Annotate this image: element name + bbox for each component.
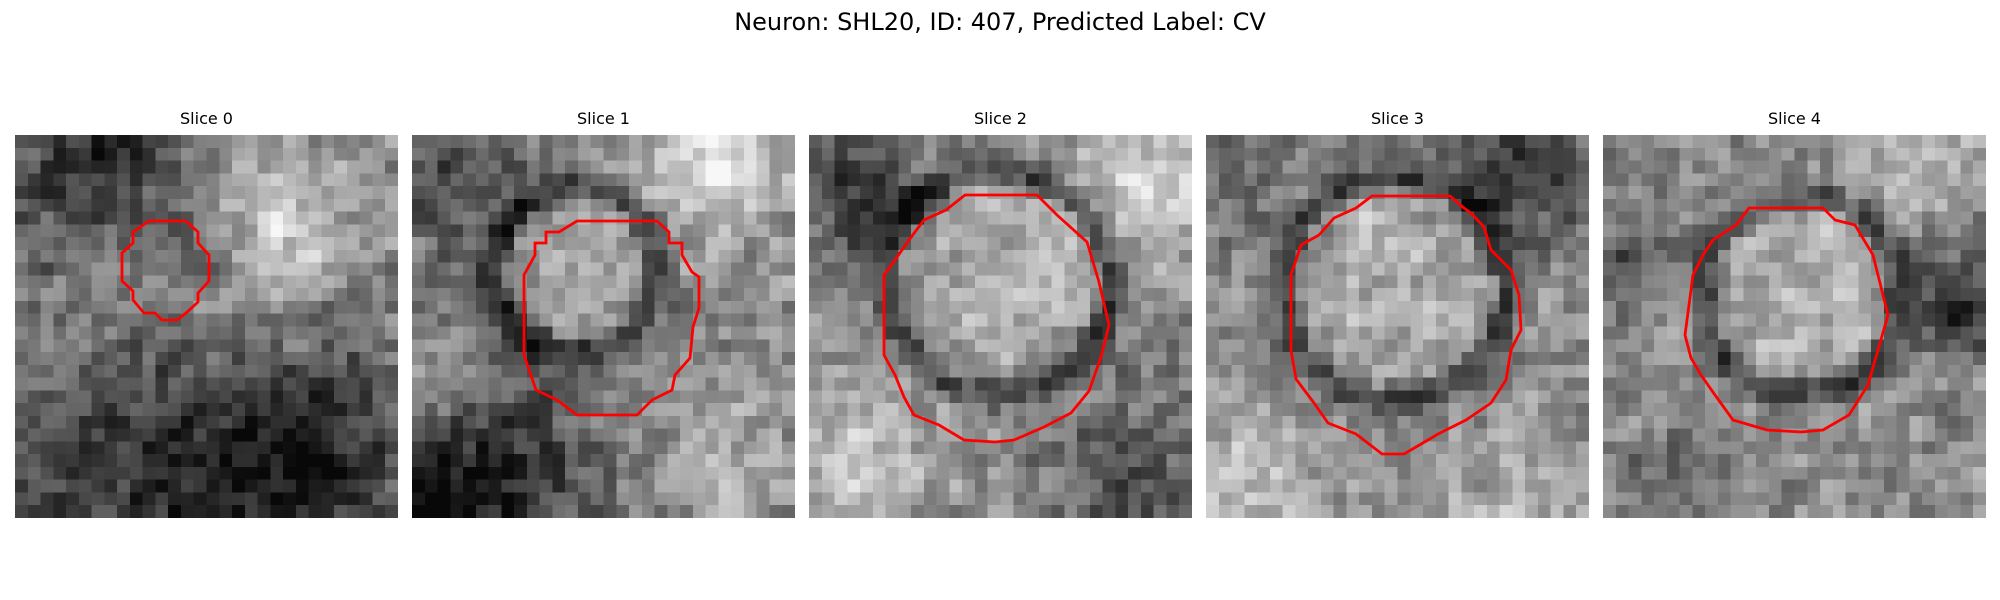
slice-title: Slice 0	[180, 109, 233, 128]
grayscale-slice-image	[15, 135, 398, 518]
grayscale-slice-image	[809, 135, 1192, 518]
contour-outline	[1683, 206, 1890, 434]
slice-title: Slice 4	[1768, 109, 1821, 128]
contour-outline	[1289, 194, 1523, 456]
grayscale-slice-image	[412, 135, 795, 518]
segmentation-contour	[522, 219, 701, 417]
segmentation-contour	[1289, 194, 1523, 456]
contour-outline	[882, 193, 1111, 444]
slice-panel-3: Slice 3	[1206, 108, 1589, 519]
slice-panel-0: Slice 0	[15, 108, 398, 519]
segmentation-contour	[882, 193, 1111, 444]
grayscale-slice-image	[1603, 135, 1986, 518]
contour-outline	[120, 219, 211, 322]
slice-panel-2: Slice 2	[809, 108, 1192, 519]
slice-panel-1: Slice 1	[412, 108, 795, 519]
slice-title: Slice 1	[577, 109, 630, 128]
contour-outline	[522, 219, 701, 417]
figure-title: Neuron: SHL20, ID: 407, Predicted Label:…	[734, 8, 1266, 36]
segmentation-contour	[1683, 206, 1890, 434]
segmentation-contour	[120, 219, 211, 322]
slice-title: Slice 3	[1371, 109, 1424, 128]
slice-title: Slice 2	[974, 109, 1027, 128]
slice-panel-4: Slice 4	[1603, 108, 1986, 519]
